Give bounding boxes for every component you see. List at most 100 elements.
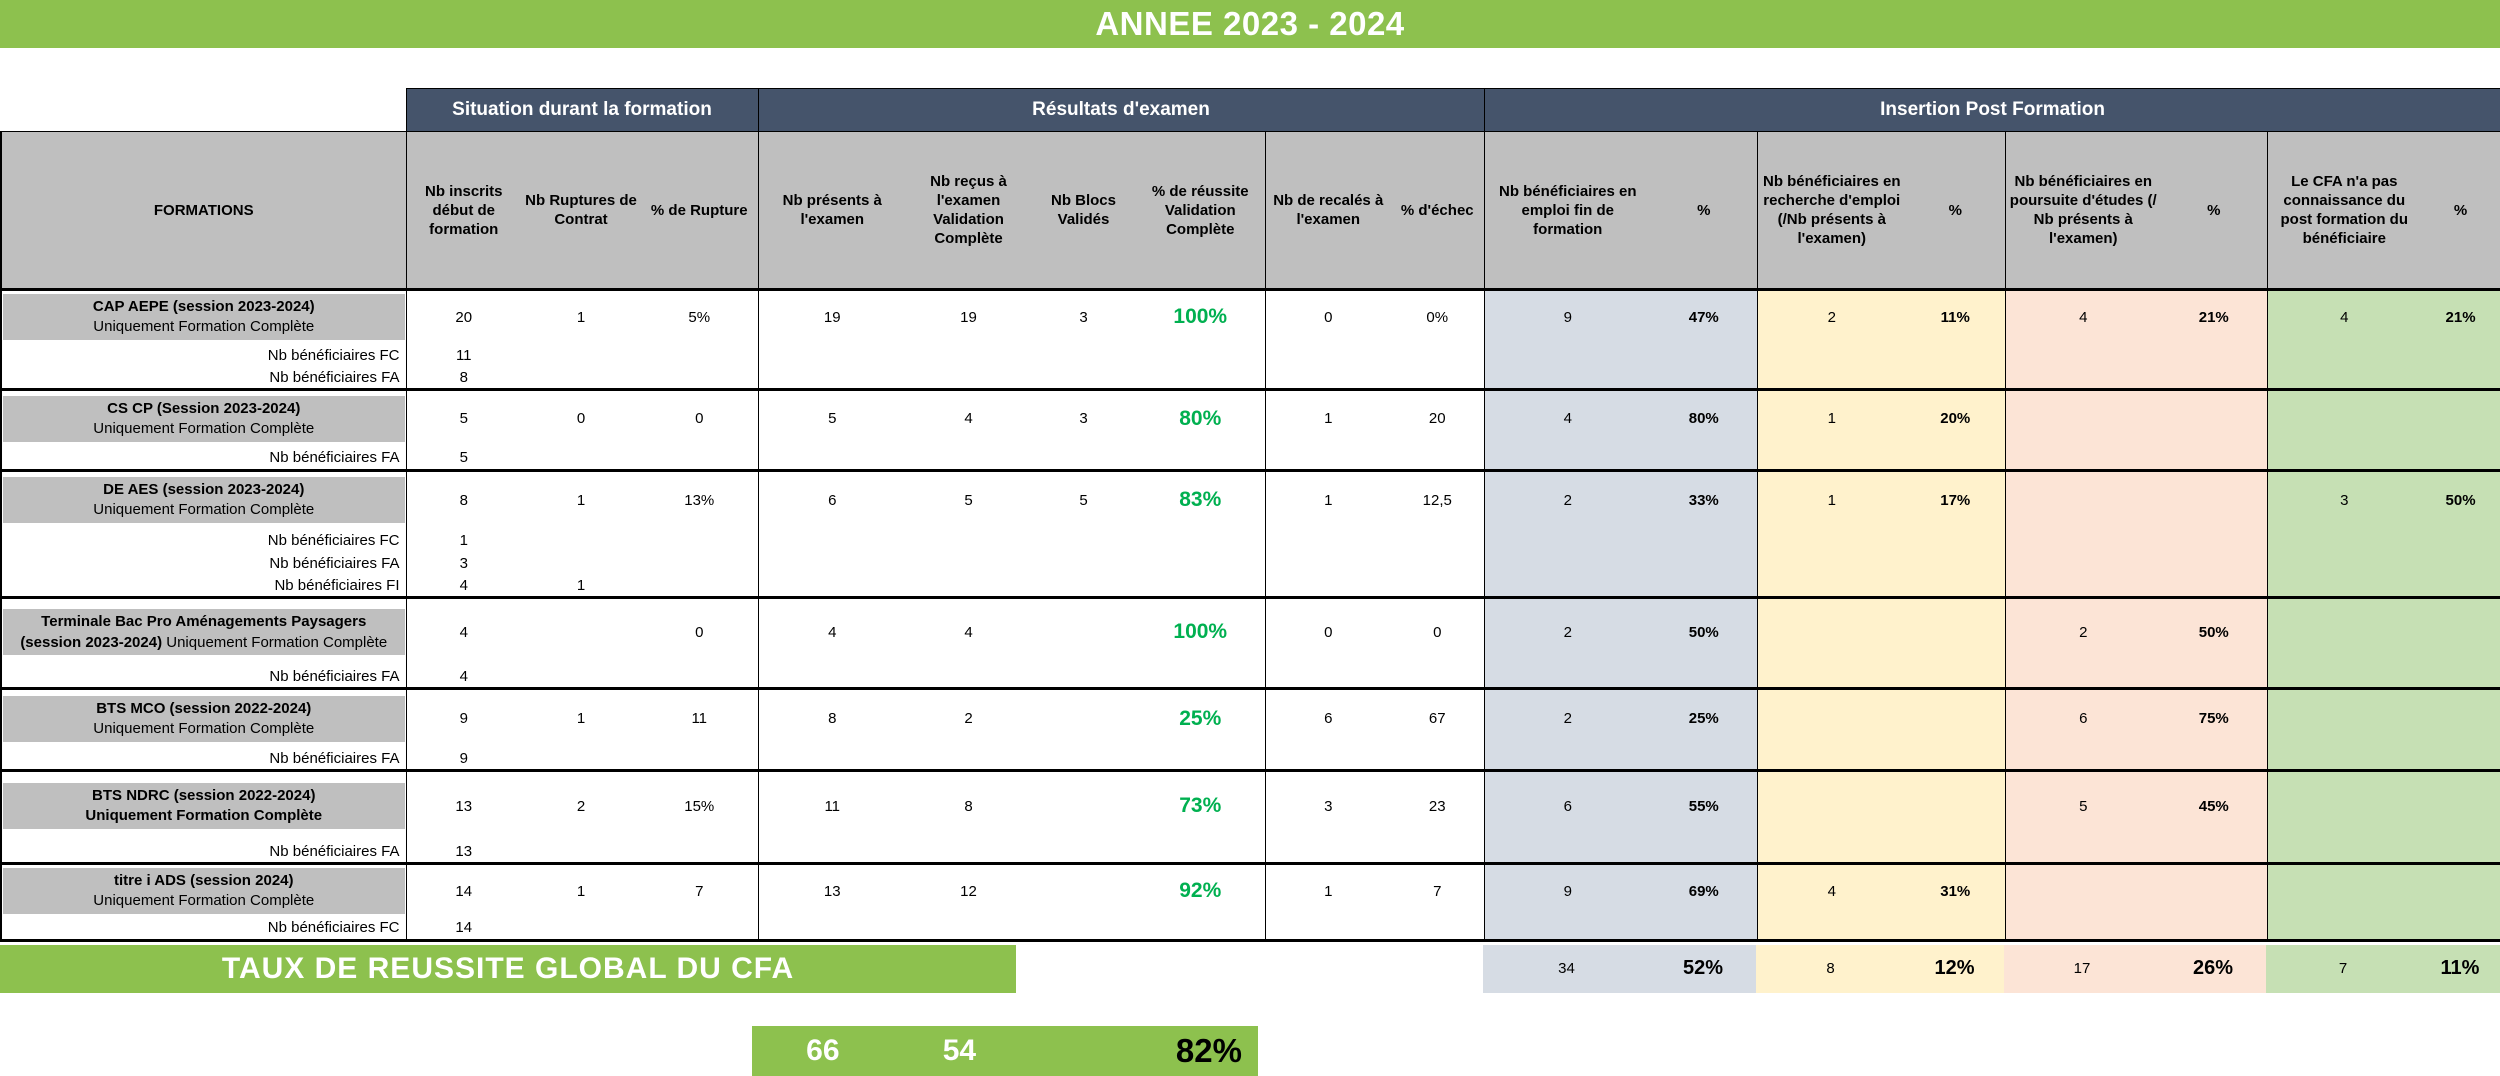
- total-presents: 66: [806, 1033, 840, 1067]
- cell: 4: [757, 596, 906, 666]
- subrow: Nb bénéficiaires FC 14: [0, 917, 2500, 942]
- cell: [1756, 917, 2006, 942]
- cell: 8: [906, 769, 1031, 841]
- header-blocs: Nb Blocs Validés: [1031, 131, 1136, 291]
- cell: [1031, 596, 1136, 666]
- global-summary-bar: 66 54 82%: [752, 1025, 1258, 1076]
- subrow-label: Nb bénéficiaires FC: [0, 917, 406, 942]
- cell: 1: [1264, 469, 1391, 529]
- cell: [2161, 388, 2268, 447]
- subrow-label: Nb bénéficiaires FA: [0, 446, 406, 471]
- cell-pct-reussite: 100%: [1136, 596, 1265, 666]
- cell: [2421, 862, 2500, 917]
- total-emploi: 34: [1483, 944, 1650, 993]
- cell: [1756, 769, 1907, 841]
- cell: [1483, 343, 1758, 367]
- cell: [1264, 446, 1485, 471]
- cell: [2266, 687, 2422, 748]
- cell: [2421, 388, 2500, 447]
- cell: [1264, 343, 1485, 367]
- cell: 2: [1483, 469, 1652, 529]
- cell: 50%: [2161, 596, 2268, 666]
- cell: [757, 747, 1265, 771]
- cell: [2004, 665, 2268, 689]
- cell: 75%: [2161, 687, 2268, 748]
- cell: 50%: [1651, 596, 1758, 666]
- cell: [1756, 665, 2006, 689]
- header-inscrits: Nb inscrits début de formation: [405, 131, 521, 291]
- cell: [641, 447, 758, 471]
- cell: 0: [641, 388, 758, 447]
- cell: 67: [1391, 687, 1485, 748]
- cell: 5: [757, 388, 906, 447]
- cell: [2266, 343, 2500, 367]
- subrow-label: Nb bénéficiaires FA: [0, 551, 406, 575]
- header-presents: Nb présents à l'examen: [757, 131, 906, 291]
- cell: [1264, 366, 1485, 390]
- cell: [1483, 366, 1758, 390]
- cell: [521, 841, 641, 864]
- subrow-label: Nb bénéficiaires FA: [0, 366, 406, 390]
- cell: 11: [405, 343, 521, 367]
- row-terminale-bac-pro: Terminale Bac Pro Aménagements Paysagers…: [0, 596, 2500, 666]
- subrow: Nb bénéficiaires FA 9: [0, 747, 2500, 771]
- cell: [641, 367, 758, 390]
- cell: [2266, 446, 2500, 471]
- cell: [1483, 747, 1758, 771]
- cell: 3: [1031, 388, 1136, 447]
- cell: [2266, 769, 2422, 841]
- subrow: Nb bénéficiaires FI 4 1: [0, 574, 2500, 598]
- cell: [2266, 917, 2500, 942]
- cell: 7: [1391, 862, 1485, 917]
- cell: [521, 748, 641, 771]
- cell: [1483, 665, 1758, 689]
- formation-name: Terminale Bac Pro Aménagements Paysagers…: [0, 596, 406, 666]
- subrow: Nb bénéficiaires FC 1: [0, 528, 2500, 552]
- row-bts-ndrc: BTS NDRC (session 2022-2024) Uniquement F…: [0, 769, 2500, 841]
- cell: [2421, 769, 2500, 841]
- cell: 4: [405, 596, 521, 666]
- cell: 5: [405, 446, 521, 471]
- cell: [521, 917, 641, 942]
- cell: [2421, 687, 2500, 748]
- cell: [757, 343, 1265, 367]
- cell: [2266, 551, 2500, 575]
- cell: [1906, 769, 2006, 841]
- cell: 0: [1264, 596, 1391, 666]
- cell: [757, 574, 1265, 598]
- cell: [1483, 446, 1758, 471]
- cell: 6: [1264, 687, 1391, 748]
- cell: [1756, 574, 2006, 598]
- cell: 8: [757, 687, 906, 748]
- cell: 20%: [1906, 388, 2006, 447]
- cell: 15%: [641, 769, 758, 841]
- subrow: Nb bénéficiaires FA 3: [0, 551, 2500, 575]
- subrow-label: Nb bénéficiaires FA: [0, 665, 406, 689]
- year-banner-title: ANNEE 2023 - 2024: [1095, 5, 1405, 42]
- header-formations: FORMATIONS: [0, 131, 406, 291]
- cell: [1483, 574, 1758, 598]
- cell: [1756, 528, 2006, 552]
- cell: [2266, 528, 2500, 552]
- row-titre-ads: titre i ADS (session 2024) Uniquement For…: [0, 862, 2500, 917]
- cell: [1264, 528, 1485, 552]
- cell: 14: [405, 917, 521, 942]
- cell: [1483, 551, 1758, 575]
- cell: 19: [757, 288, 906, 344]
- cell: 4: [1483, 388, 1652, 447]
- header-pct-emploi: %: [1651, 131, 1758, 291]
- cell: [2266, 574, 2500, 598]
- cell: [1906, 687, 2006, 748]
- cell: 5: [1031, 469, 1136, 529]
- cell: [2004, 747, 2268, 771]
- global-success-rate: 82%: [1175, 1031, 1242, 1069]
- row-bts-mco: BTS MCO (session 2022-2024) Uniquement Fo…: [0, 687, 2500, 748]
- subrow-label: Nb bénéficiaires FA: [0, 840, 406, 864]
- cell: 47%: [1651, 288, 1758, 344]
- cell: [2266, 840, 2500, 864]
- cell: 20: [1391, 388, 1485, 447]
- header-emploi: Nb bénéficiaires en emploi fin de format…: [1483, 131, 1652, 291]
- cell: 23: [1391, 769, 1485, 841]
- cell-pct-reussite: 73%: [1136, 769, 1265, 841]
- cell: 1: [1264, 862, 1391, 917]
